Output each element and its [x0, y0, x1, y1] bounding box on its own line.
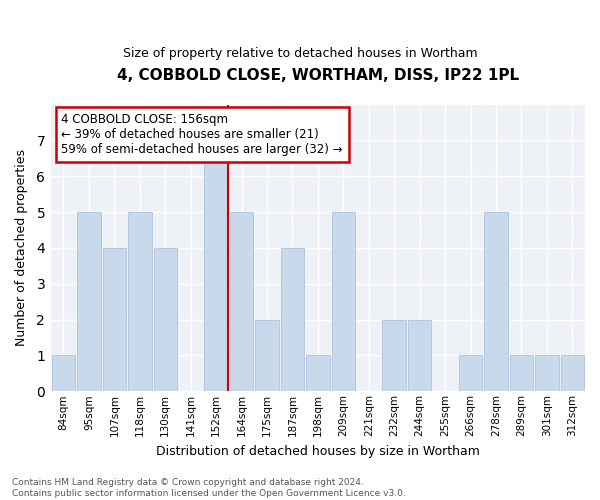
Bar: [306, 356, 329, 392]
Bar: [535, 356, 559, 392]
Bar: [459, 356, 482, 392]
X-axis label: Distribution of detached houses by size in Wortham: Distribution of detached houses by size …: [156, 444, 480, 458]
Bar: [230, 212, 253, 392]
Bar: [408, 320, 431, 392]
Bar: [77, 212, 101, 392]
Text: Contains HM Land Registry data © Crown copyright and database right 2024.
Contai: Contains HM Land Registry data © Crown c…: [12, 478, 406, 498]
Bar: [332, 212, 355, 392]
Text: 4 COBBOLD CLOSE: 156sqm
← 39% of detached houses are smaller (21)
59% of semi-de: 4 COBBOLD CLOSE: 156sqm ← 39% of detache…: [61, 113, 343, 156]
Bar: [560, 356, 584, 392]
Bar: [509, 356, 533, 392]
Title: 4, COBBOLD CLOSE, WORTHAM, DISS, IP22 1PL: 4, COBBOLD CLOSE, WORTHAM, DISS, IP22 1P…: [117, 68, 519, 82]
Bar: [484, 212, 508, 392]
Bar: [154, 248, 177, 392]
Bar: [382, 320, 406, 392]
Bar: [205, 140, 228, 392]
Bar: [256, 320, 279, 392]
Text: Size of property relative to detached houses in Wortham: Size of property relative to detached ho…: [122, 48, 478, 60]
Y-axis label: Number of detached properties: Number of detached properties: [15, 150, 28, 346]
Bar: [103, 248, 126, 392]
Bar: [281, 248, 304, 392]
Bar: [52, 356, 75, 392]
Bar: [128, 212, 152, 392]
